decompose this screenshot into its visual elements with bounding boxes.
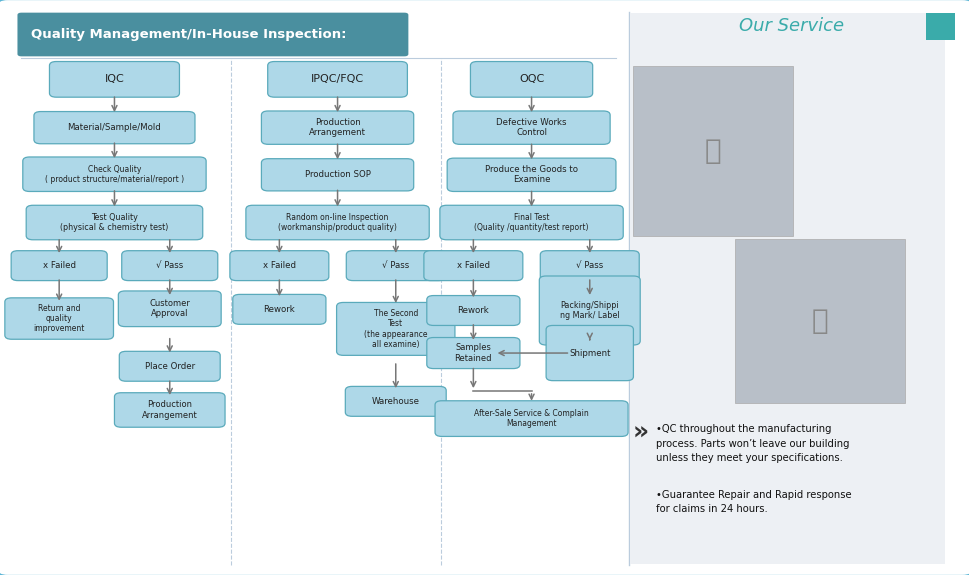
FancyBboxPatch shape [49, 62, 179, 97]
Text: •Guarantee Repair and Rapid response
for claims in 24 hours.: •Guarantee Repair and Rapid response for… [655, 490, 851, 514]
Text: IQC: IQC [105, 74, 124, 85]
FancyBboxPatch shape [453, 111, 610, 144]
Text: Produce the Goods to
Examine: Produce the Goods to Examine [484, 165, 578, 185]
FancyBboxPatch shape [629, 13, 944, 564]
FancyBboxPatch shape [17, 13, 408, 56]
Text: Return and
quality
improvement: Return and quality improvement [34, 304, 84, 334]
Text: Warehouse: Warehouse [371, 397, 420, 406]
FancyBboxPatch shape [261, 111, 413, 144]
FancyBboxPatch shape [12, 251, 107, 281]
FancyBboxPatch shape [540, 251, 639, 281]
Text: √ Pass: √ Pass [382, 261, 409, 270]
FancyBboxPatch shape [23, 157, 205, 191]
Text: The Second
Test
(the appearance
all examine): The Second Test (the appearance all exam… [363, 309, 427, 349]
FancyBboxPatch shape [434, 401, 628, 436]
FancyBboxPatch shape [426, 338, 519, 369]
FancyBboxPatch shape [261, 159, 413, 191]
Text: OQC: OQC [518, 74, 544, 85]
FancyBboxPatch shape [633, 66, 793, 236]
Text: Production
Arrangement: Production Arrangement [141, 400, 198, 420]
Text: Quality Management/In-House Inspection:: Quality Management/In-House Inspection: [31, 28, 346, 41]
FancyBboxPatch shape [546, 325, 633, 381]
FancyBboxPatch shape [426, 296, 519, 325]
FancyBboxPatch shape [119, 351, 220, 381]
Text: Rework: Rework [457, 306, 488, 315]
FancyBboxPatch shape [26, 205, 203, 240]
Text: Production SOP: Production SOP [304, 170, 370, 179]
Text: √ Pass: √ Pass [156, 261, 183, 270]
Text: x Failed: x Failed [43, 261, 76, 270]
FancyBboxPatch shape [118, 291, 221, 327]
FancyBboxPatch shape [233, 294, 326, 324]
Text: Material/Sample/Mold: Material/Sample/Mold [68, 123, 161, 132]
FancyBboxPatch shape [5, 298, 113, 339]
Text: Place Order: Place Order [144, 362, 195, 371]
Text: √ Pass: √ Pass [576, 261, 603, 270]
Text: IPQC/FQC: IPQC/FQC [311, 74, 363, 85]
FancyBboxPatch shape [440, 205, 623, 240]
Text: Samples
Retained: Samples Retained [454, 343, 491, 363]
FancyBboxPatch shape [925, 13, 954, 40]
Text: Packing/Shippi
ng Mark/ Label: Packing/Shippi ng Mark/ Label [559, 301, 619, 320]
FancyBboxPatch shape [735, 239, 904, 402]
FancyBboxPatch shape [267, 62, 407, 97]
Text: 📷: 📷 [703, 137, 721, 164]
FancyBboxPatch shape [336, 302, 454, 355]
Text: Test Quality
(physical & chemistry test): Test Quality (physical & chemistry test) [60, 213, 169, 232]
Text: Random on-line Inspection
(workmanship/product quality): Random on-line Inspection (workmanship/p… [278, 213, 396, 232]
Text: »: » [632, 420, 647, 444]
Text: Final Test
(Quality /quantity/test report): Final Test (Quality /quantity/test repor… [474, 213, 588, 232]
Text: •QC throughout the manufacturing
process. Parts won’t leave our building
unless : •QC throughout the manufacturing process… [655, 424, 848, 463]
Text: x Failed: x Failed [456, 261, 489, 270]
FancyBboxPatch shape [423, 251, 522, 281]
FancyBboxPatch shape [230, 251, 328, 281]
FancyBboxPatch shape [114, 393, 225, 427]
Text: Check Quality
( product structure/material/report ): Check Quality ( product structure/materi… [45, 164, 184, 184]
FancyBboxPatch shape [447, 158, 615, 191]
FancyBboxPatch shape [34, 112, 195, 144]
FancyBboxPatch shape [245, 205, 428, 240]
FancyBboxPatch shape [345, 386, 446, 416]
Text: Rework: Rework [264, 305, 295, 314]
Text: Our Service: Our Service [738, 17, 843, 36]
Text: Production
Arrangement: Production Arrangement [309, 118, 365, 137]
FancyBboxPatch shape [539, 276, 640, 345]
FancyBboxPatch shape [346, 251, 445, 281]
Text: After-Sale Service & Complain
Management: After-Sale Service & Complain Management [474, 409, 588, 428]
Text: 📷: 📷 [810, 307, 828, 335]
Text: x Failed: x Failed [263, 261, 296, 270]
FancyBboxPatch shape [470, 62, 592, 97]
Text: Customer
Approval: Customer Approval [149, 299, 190, 319]
FancyBboxPatch shape [121, 251, 217, 281]
Text: Shipment: Shipment [569, 348, 610, 358]
Text: Defective Works
Control: Defective Works Control [496, 118, 566, 137]
